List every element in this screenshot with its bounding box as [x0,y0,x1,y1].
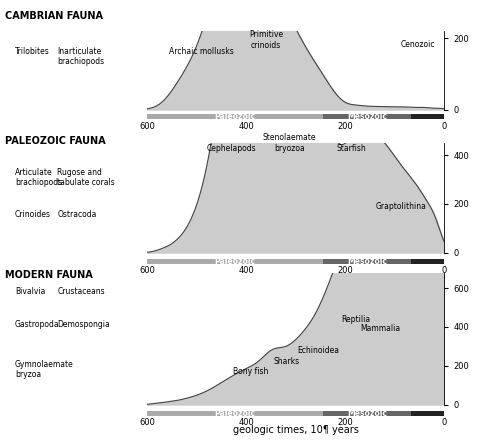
Text: Cenozoic: Cenozoic [401,40,435,49]
Text: 400: 400 [239,266,254,275]
Text: Paleozoic: Paleozoic [215,113,255,122]
Bar [323,259,412,264]
Text: 600: 600 [139,266,155,275]
Text: Demospongia: Demospongia [57,320,110,329]
Text: 200: 200 [337,266,353,275]
Bar [147,259,323,264]
Bar [412,411,444,416]
Text: Ostracoda: Ostracoda [57,210,97,219]
Text: 0: 0 [442,266,447,275]
Text: Cephelapods: Cephelapods [207,144,256,153]
Text: Graptolithina: Graptolithina [376,202,427,211]
Text: Mesozoic: Mesozoic [347,257,387,266]
Text: Crinoides: Crinoides [15,210,51,219]
Text: Primitive
crinoids: Primitive crinoids [249,30,283,50]
Text: 600: 600 [139,122,155,131]
Text: 400: 400 [239,122,254,131]
Text: Gymnolaemate
bryzoa: Gymnolaemate bryzoa [15,360,74,379]
Text: 200: 200 [337,122,353,131]
Bar [323,411,412,416]
Bar [147,411,323,416]
Text: geologic times, 10¶ years: geologic times, 10¶ years [233,426,359,435]
Text: Sharks: Sharks [273,357,300,366]
Text: Stenolaemate
bryozoa: Stenolaemate bryozoa [263,133,316,153]
Text: Crustaceans: Crustaceans [57,287,105,296]
Bar [412,114,444,119]
Text: Inarticulate
brachiopods: Inarticulate brachiopods [57,47,104,66]
Text: Paleozoic: Paleozoic [215,257,255,266]
Text: Articulate
brachiopods: Articulate brachiopods [15,168,62,187]
Text: Starfish: Starfish [336,144,366,153]
Text: 200: 200 [337,418,353,427]
Text: 0: 0 [442,122,447,131]
Bar [147,114,323,119]
Text: Bony fish: Bony fish [234,367,269,376]
Bar [323,114,412,119]
Text: 400: 400 [239,418,254,427]
Text: Archaic mollusks: Archaic mollusks [169,47,234,56]
Text: Paleozoic: Paleozoic [215,409,255,418]
Text: Rugose and
tabulate corals: Rugose and tabulate corals [57,168,115,187]
Text: 600: 600 [139,418,155,427]
Text: CAMBRIAN FAUNA: CAMBRIAN FAUNA [5,11,103,21]
Text: Reptilia: Reptilia [341,315,371,324]
Text: Mammalia: Mammalia [361,324,401,333]
Text: PALEOZOIC FAUNA: PALEOZOIC FAUNA [5,136,106,146]
Text: Trilobites: Trilobites [15,47,50,56]
Text: 0: 0 [442,418,447,427]
Bar [412,259,444,264]
Text: Mesozoic: Mesozoic [347,409,387,418]
Text: Gastropoda: Gastropoda [15,320,59,329]
Text: Echinoidea: Echinoidea [297,346,339,354]
Text: MODERN FAUNA: MODERN FAUNA [5,270,93,280]
Text: Mesozoic: Mesozoic [347,113,387,122]
Text: Bivalvia: Bivalvia [15,287,45,296]
